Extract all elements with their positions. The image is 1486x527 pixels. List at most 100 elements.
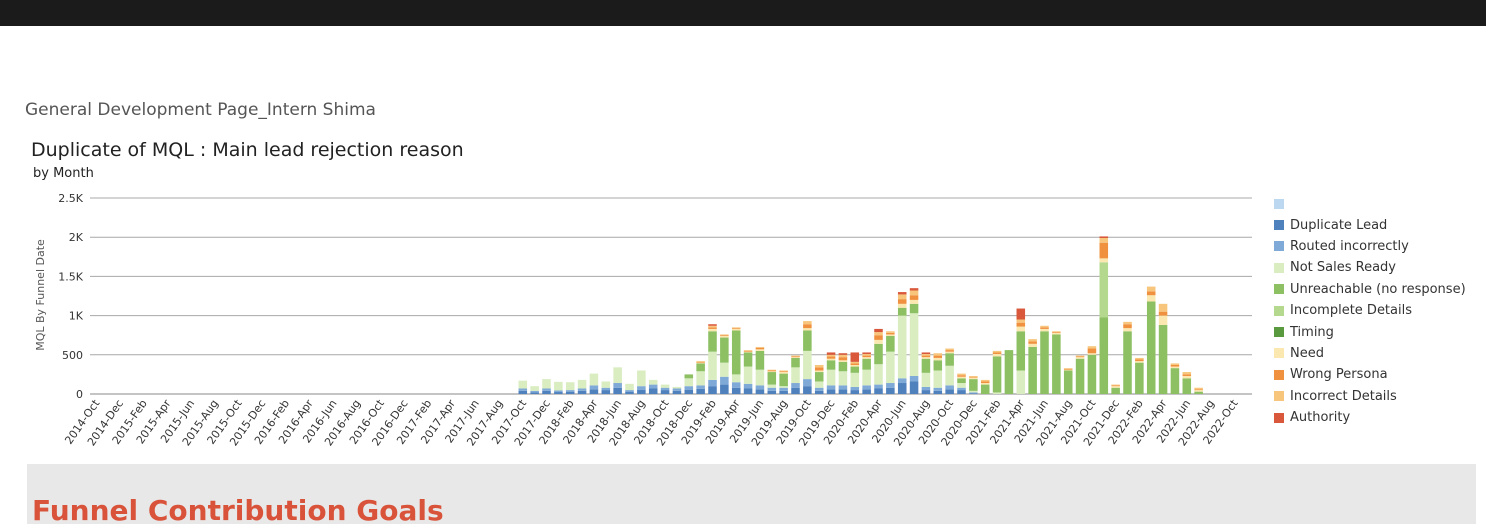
bar-segment[interactable] bbox=[696, 385, 705, 389]
bar-segment[interactable] bbox=[767, 387, 777, 391]
bar-segment[interactable] bbox=[921, 352, 931, 355]
bar-segment[interactable] bbox=[708, 324, 717, 326]
bar-segment[interactable] bbox=[518, 390, 528, 394]
bar-segment[interactable] bbox=[1146, 295, 1156, 302]
bar-segment[interactable] bbox=[909, 381, 919, 394]
legend-item[interactable]: Timing bbox=[1274, 321, 1466, 342]
bar-segment[interactable] bbox=[874, 339, 883, 344]
bar-segment[interactable] bbox=[791, 387, 800, 394]
bar-segment[interactable] bbox=[1040, 328, 1049, 332]
bar-segment[interactable] bbox=[1099, 258, 1109, 263]
bar-segment[interactable] bbox=[1028, 341, 1037, 344]
bar-segment[interactable] bbox=[850, 363, 860, 365]
bar-segment[interactable] bbox=[708, 351, 717, 380]
bar-segment[interactable] bbox=[1052, 332, 1061, 335]
bar-segment[interactable] bbox=[720, 335, 729, 336]
bar-segment[interactable] bbox=[589, 373, 599, 386]
bar-segment[interactable] bbox=[731, 330, 741, 375]
bar-segment[interactable] bbox=[743, 366, 753, 384]
legend-item[interactable]: Incomplete Details bbox=[1274, 300, 1466, 321]
bar-segment[interactable] bbox=[743, 350, 753, 351]
bar-segment[interactable] bbox=[554, 390, 563, 393]
bar-segment[interactable] bbox=[1099, 236, 1109, 238]
bar-segment[interactable] bbox=[743, 352, 753, 367]
bar-segment[interactable] bbox=[696, 361, 705, 363]
bar-segment[interactable] bbox=[1087, 346, 1097, 349]
bar-segment[interactable] bbox=[779, 387, 788, 391]
bar-segment[interactable] bbox=[814, 381, 824, 388]
bar-segment[interactable] bbox=[980, 383, 990, 385]
bar-segment[interactable] bbox=[838, 371, 848, 386]
bar-segment[interactable] bbox=[945, 351, 954, 354]
bar-segment[interactable] bbox=[1182, 375, 1192, 379]
bar-segment[interactable] bbox=[1016, 319, 1026, 323]
bar-segment[interactable] bbox=[684, 374, 694, 379]
bar-segment[interactable] bbox=[992, 354, 1002, 357]
legend-item[interactable]: Routed incorrectly bbox=[1274, 236, 1466, 257]
bar-segment[interactable] bbox=[708, 331, 717, 352]
bar-segment[interactable] bbox=[791, 383, 800, 388]
bar-segment[interactable] bbox=[1135, 362, 1144, 394]
bar-segment[interactable] bbox=[767, 370, 777, 372]
bar-segment[interactable] bbox=[648, 384, 658, 389]
bar-segment[interactable] bbox=[921, 358, 931, 373]
bar-segment[interactable] bbox=[945, 385, 954, 390]
bar-segment[interactable] bbox=[909, 288, 919, 291]
bar-segment[interactable] bbox=[684, 386, 694, 390]
bar-segment[interactable] bbox=[708, 325, 717, 328]
bar-segment[interactable] bbox=[886, 331, 895, 333]
legend-item[interactable]: Authority bbox=[1274, 407, 1466, 428]
bar-segment[interactable] bbox=[909, 295, 919, 300]
bar-segment[interactable] bbox=[814, 390, 824, 394]
bar-segment[interactable] bbox=[755, 369, 765, 386]
bar-segment[interactable] bbox=[886, 387, 895, 394]
bar-segment[interactable] bbox=[696, 362, 705, 364]
bar-segment[interactable] bbox=[862, 385, 871, 390]
bar-segment[interactable] bbox=[779, 372, 788, 374]
bar-segment[interactable] bbox=[826, 356, 836, 359]
bar-segment[interactable] bbox=[708, 328, 717, 332]
bar-segment[interactable] bbox=[1194, 389, 1203, 391]
bar-segment[interactable] bbox=[1123, 321, 1132, 325]
legend-item[interactable]: Wrong Persona bbox=[1274, 364, 1466, 385]
bar-segment[interactable] bbox=[803, 324, 812, 329]
bar-segment[interactable] bbox=[850, 361, 860, 364]
bar-segment[interactable] bbox=[945, 389, 954, 394]
bar-segment[interactable] bbox=[874, 388, 883, 394]
bar-segment[interactable] bbox=[1063, 368, 1073, 369]
bar-segment[interactable] bbox=[601, 387, 611, 391]
bar-segment[interactable] bbox=[1063, 370, 1073, 394]
bar-segment[interactable] bbox=[980, 381, 990, 384]
bar-segment[interactable] bbox=[957, 373, 966, 376]
bar-segment[interactable] bbox=[565, 382, 575, 391]
bar-segment[interactable] bbox=[530, 386, 539, 391]
bar-segment[interactable] bbox=[897, 378, 907, 384]
bar-segment[interactable] bbox=[589, 385, 599, 390]
bar-segment[interactable] bbox=[660, 387, 670, 391]
bar-segment[interactable] bbox=[1194, 391, 1203, 394]
bar-segment[interactable] bbox=[1170, 368, 1180, 394]
bar-segment[interactable] bbox=[1087, 348, 1097, 354]
bar-segment[interactable] bbox=[696, 388, 705, 394]
bar-segment[interactable] bbox=[720, 384, 729, 394]
bar-segment[interactable] bbox=[779, 371, 788, 373]
bar-segment[interactable] bbox=[1087, 354, 1097, 394]
bar-segment[interactable] bbox=[696, 363, 705, 372]
bar-segment[interactable] bbox=[767, 371, 777, 373]
bar-segment[interactable] bbox=[637, 386, 646, 390]
legend-item[interactable]: Unreachable (no response) bbox=[1274, 279, 1466, 300]
bar-segment[interactable] bbox=[743, 351, 753, 353]
bar-segment[interactable] bbox=[957, 378, 966, 384]
bar-segment[interactable] bbox=[625, 391, 634, 394]
bar-segment[interactable] bbox=[933, 357, 943, 361]
bar-segment[interactable] bbox=[838, 389, 848, 394]
bar-segment[interactable] bbox=[909, 290, 919, 296]
bar-segment[interactable] bbox=[897, 294, 907, 300]
bar-segment[interactable] bbox=[1111, 387, 1120, 394]
bar-segment[interactable] bbox=[897, 315, 907, 379]
bar-segment[interactable] bbox=[1146, 301, 1156, 394]
bar-segment[interactable] bbox=[684, 378, 694, 387]
bar-segment[interactable] bbox=[1016, 322, 1026, 327]
bar-segment[interactable] bbox=[743, 350, 753, 352]
bar-segment[interactable] bbox=[720, 335, 729, 338]
